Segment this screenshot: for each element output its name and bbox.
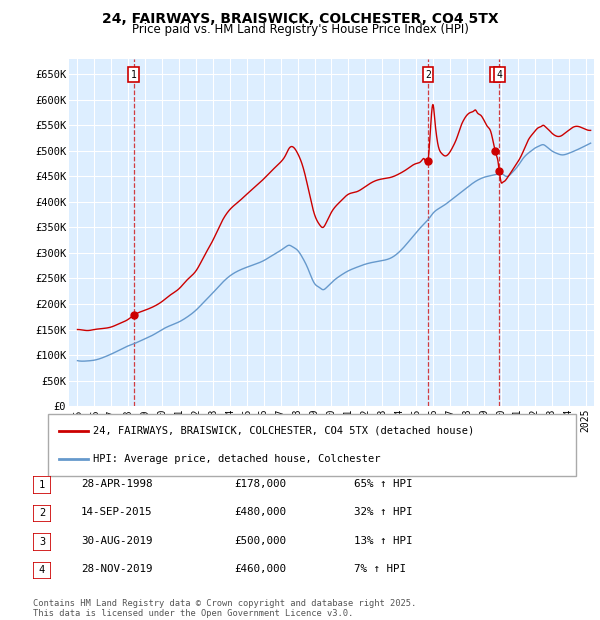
Text: 28-NOV-2019: 28-NOV-2019 (81, 564, 152, 574)
Text: 3: 3 (39, 537, 45, 547)
Text: 24, FAIRWAYS, BRAISWICK, COLCHESTER, CO4 5TX (detached house): 24, FAIRWAYS, BRAISWICK, COLCHESTER, CO4… (93, 426, 474, 436)
Text: 32% ↑ HPI: 32% ↑ HPI (354, 507, 413, 517)
FancyBboxPatch shape (48, 414, 576, 476)
Text: 4: 4 (496, 69, 502, 79)
Text: £480,000: £480,000 (234, 507, 286, 517)
Text: 14-SEP-2015: 14-SEP-2015 (81, 507, 152, 517)
Text: Price paid vs. HM Land Registry's House Price Index (HPI): Price paid vs. HM Land Registry's House … (131, 23, 469, 36)
Text: 65% ↑ HPI: 65% ↑ HPI (354, 479, 413, 489)
Text: £460,000: £460,000 (234, 564, 286, 574)
Text: Contains HM Land Registry data © Crown copyright and database right 2025.
This d: Contains HM Land Registry data © Crown c… (33, 599, 416, 618)
Text: £178,000: £178,000 (234, 479, 286, 489)
FancyBboxPatch shape (33, 533, 51, 551)
Text: 30-AUG-2019: 30-AUG-2019 (81, 536, 152, 546)
FancyBboxPatch shape (33, 505, 51, 522)
Text: 1: 1 (39, 480, 45, 490)
Text: 24, FAIRWAYS, BRAISWICK, COLCHESTER, CO4 5TX: 24, FAIRWAYS, BRAISWICK, COLCHESTER, CO4… (101, 12, 499, 27)
Text: 2: 2 (39, 508, 45, 518)
FancyBboxPatch shape (33, 476, 51, 494)
Text: HPI: Average price, detached house, Colchester: HPI: Average price, detached house, Colc… (93, 454, 380, 464)
Text: 1: 1 (131, 69, 137, 79)
Text: £500,000: £500,000 (234, 536, 286, 546)
Text: 13% ↑ HPI: 13% ↑ HPI (354, 536, 413, 546)
Text: 7% ↑ HPI: 7% ↑ HPI (354, 564, 406, 574)
Text: 2: 2 (425, 69, 431, 79)
Text: 3: 3 (492, 69, 498, 79)
Text: 28-APR-1998: 28-APR-1998 (81, 479, 152, 489)
Text: 4: 4 (39, 565, 45, 575)
FancyBboxPatch shape (33, 562, 51, 579)
